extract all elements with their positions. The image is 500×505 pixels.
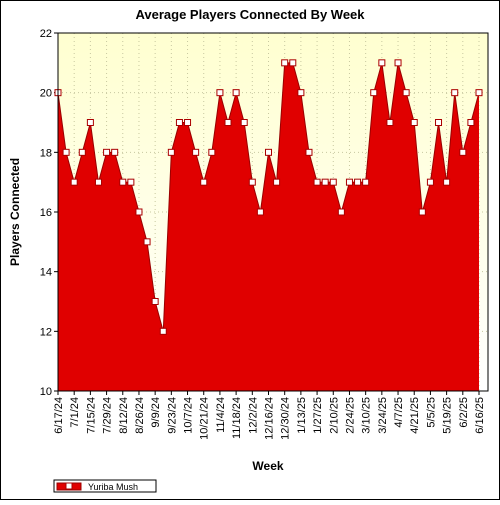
marker	[459, 148, 467, 156]
x-tick-label: 9/23/24	[166, 397, 178, 434]
marker	[321, 178, 329, 186]
marker	[103, 148, 111, 156]
marker	[435, 119, 443, 126]
x-tick-label: 12/30/24	[280, 397, 292, 440]
marker	[159, 327, 167, 335]
marker	[362, 178, 370, 186]
marker	[410, 119, 418, 126]
marker	[94, 178, 102, 186]
x-tick-label: 8/26/24	[134, 397, 146, 434]
marker	[184, 119, 192, 126]
marker	[240, 119, 248, 126]
x-tick-label: 7/29/24	[102, 397, 114, 434]
marker	[273, 178, 281, 186]
marker	[329, 178, 337, 186]
marker	[135, 208, 143, 216]
marker	[216, 89, 224, 97]
marker	[426, 178, 434, 186]
x-tick-label: 11/4/24	[215, 397, 227, 433]
y-tick-label: 10	[40, 386, 52, 398]
marker	[167, 148, 175, 156]
y-tick-label: 18	[40, 147, 52, 159]
marker	[402, 89, 410, 97]
x-tick-label: 3/10/25	[361, 397, 373, 434]
marker	[451, 89, 459, 97]
chart-title: Average Players Connected By Week	[135, 7, 365, 22]
marker	[111, 148, 119, 156]
marker	[337, 208, 345, 216]
x-tick-label: 5/5/25	[425, 397, 437, 428]
marker	[345, 178, 353, 186]
x-tick-label: 12/16/24	[264, 397, 276, 440]
x-tick-label: 10/7/24	[183, 397, 195, 434]
marker	[378, 59, 386, 67]
x-tick-label: 2/10/25	[328, 397, 340, 434]
y-tick-label: 20	[40, 88, 52, 100]
marker	[151, 298, 159, 305]
x-tick-label: 1/27/25	[312, 397, 324, 434]
plot-border	[57, 32, 489, 392]
marker	[289, 59, 297, 67]
area	[58, 62, 479, 391]
y-tick-label: 14	[40, 267, 52, 279]
marker	[192, 148, 200, 156]
y-tick-label: 22	[40, 28, 52, 40]
legend-label: Yuriba Mush	[88, 482, 138, 492]
x-tick-label: 7/1/24	[69, 397, 81, 428]
x-tick-label: 6/17/24	[53, 397, 65, 434]
x-axis-title: Week	[252, 459, 283, 473]
marker	[313, 178, 321, 186]
marker	[200, 178, 208, 186]
x-tick-label: 10/21/24	[199, 397, 211, 440]
marker	[305, 148, 313, 156]
marker	[86, 119, 94, 126]
x-tick-label: 5/19/25	[442, 397, 454, 434]
marker	[386, 119, 394, 126]
x-tick-label: 3/24/25	[377, 397, 389, 434]
x-tick-label: 2/24/25	[344, 397, 356, 434]
x-tick-label: 9/9/24	[150, 397, 162, 428]
x-tick-label: 6/16/25	[474, 397, 486, 434]
marker	[297, 89, 305, 97]
marker	[224, 119, 232, 126]
marker	[248, 178, 256, 186]
marker	[443, 178, 451, 186]
marker	[127, 178, 135, 186]
marker	[78, 148, 86, 156]
legend-marker	[65, 482, 73, 490]
x-tick-label: 1/13/25	[296, 397, 308, 434]
x-tick-label: 7/15/24	[85, 397, 97, 434]
y-tick-label: 12	[40, 326, 52, 338]
x-tick-label: 11/18/24	[231, 397, 243, 439]
marker	[119, 178, 127, 186]
marker	[394, 59, 402, 67]
y-tick-label: 16	[40, 207, 52, 219]
marker	[143, 238, 151, 246]
marker	[62, 148, 70, 156]
x-tick-label: 6/2/25	[458, 397, 470, 428]
y-axis-title: Players Connected	[8, 158, 22, 266]
marker	[70, 178, 78, 186]
marker	[208, 148, 216, 156]
marker	[281, 59, 289, 67]
marker	[354, 178, 362, 186]
x-tick-label: 12/2/24	[247, 397, 259, 434]
x-tick-label: 8/12/24	[118, 397, 130, 434]
marker	[232, 89, 240, 97]
marker	[418, 208, 426, 216]
marker	[175, 119, 183, 126]
marker	[467, 119, 475, 126]
marker	[265, 148, 272, 156]
x-tick-label: 4/7/25	[393, 397, 405, 428]
marker	[256, 208, 264, 216]
marker	[370, 89, 378, 97]
x-tick-label: 4/21/25	[409, 397, 421, 434]
marker	[475, 89, 483, 97]
